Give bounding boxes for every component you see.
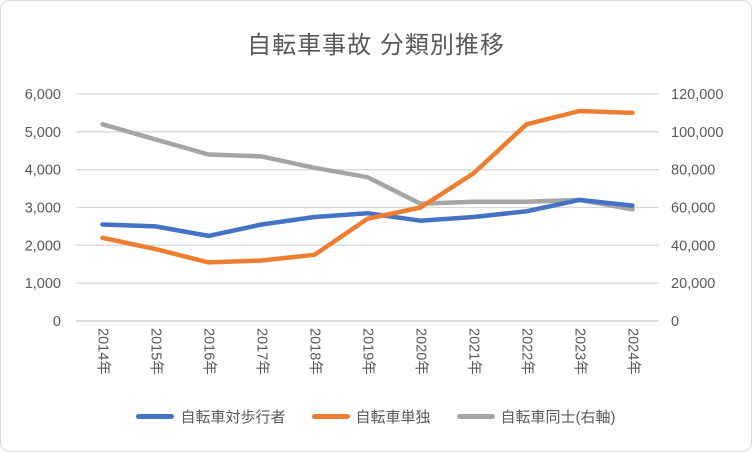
legend-swatch-blue [136, 414, 175, 419]
y2-axis-tick-label: 100,000 [671, 125, 723, 141]
y-axis-tick-label: 3,000 [25, 201, 61, 217]
y-axis-tick-label: 1,000 [25, 276, 61, 292]
y2-axis-tick-label: 40,000 [671, 238, 715, 254]
legend-item-bike-vs-bike: 自転車同士(右軸) [456, 406, 616, 427]
x-axis-tick-label: 2016年 [201, 328, 218, 375]
x-axis-tick-label: 2021年 [466, 328, 483, 375]
x-axis-tick-label: 2022年 [519, 328, 536, 375]
x-axis-tick-label: 2015年 [148, 328, 165, 375]
series-line-1 [100, 108, 635, 265]
y2-axis-tick-label: 20,000 [671, 276, 715, 292]
x-axis-tick-label: 2023年 [572, 328, 589, 375]
x-axis-tick-label: 2014年 [95, 328, 112, 375]
y-axis-tick-label: 2,000 [25, 238, 61, 254]
legend-swatch-orange [311, 414, 350, 419]
y-axis-tick-label: 0 [53, 314, 61, 330]
y2-axis-tick-label: 60,000 [671, 201, 715, 217]
y2-axis-tick-label: 120,000 [671, 87, 723, 103]
legend-item-pedestrian: 自転車対歩行者 [136, 406, 286, 427]
chart-title: 自転車事故 分類別推移 [247, 32, 505, 59]
legend-swatch-gray [456, 414, 495, 419]
y-axis-tick-label: 5,000 [25, 125, 61, 141]
x-axis-tick-label: 2017年 [254, 328, 271, 375]
x-axis-tick-label: 2020年 [413, 328, 430, 375]
y-axis-tick-label: 4,000 [25, 163, 61, 179]
x-axis-tick-label: 2024年 [625, 328, 642, 375]
legend: 自転車対歩行者 自転車単独 自転車同士(右軸) [1, 406, 751, 427]
series-line-0 [100, 197, 635, 239]
x-axis-tick-label: 2019年 [360, 328, 377, 375]
legend-label-pedestrian: 自転車対歩行者 [180, 409, 286, 426]
y2-axis-tick-label: 80,000 [671, 163, 715, 179]
y-axis-tick-label: 6,000 [25, 87, 61, 103]
y2-axis-tick-label: 0 [671, 314, 679, 330]
series-line-2 [100, 122, 635, 212]
x-axis-tick-label: 2018年 [307, 328, 324, 375]
legend-item-single: 自転車単独 [311, 406, 431, 427]
legend-label-single: 自転車単独 [355, 409, 431, 426]
legend-label-bike-vs-bike: 自転車同士(右軸) [500, 409, 616, 426]
